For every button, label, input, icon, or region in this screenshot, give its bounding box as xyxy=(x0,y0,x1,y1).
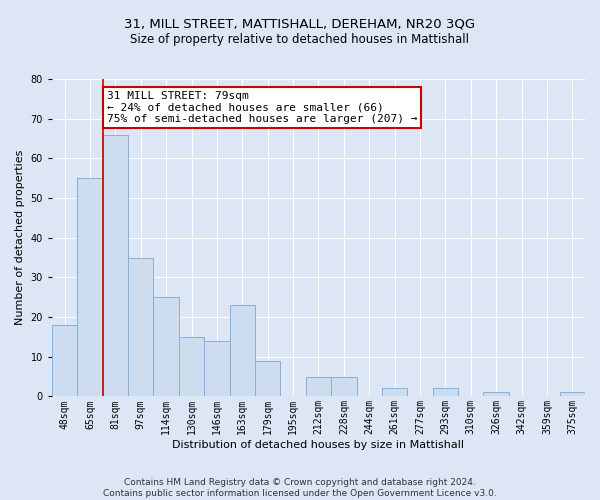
Bar xyxy=(255,360,280,396)
Bar xyxy=(77,178,103,396)
X-axis label: Distribution of detached houses by size in Mattishall: Distribution of detached houses by size … xyxy=(172,440,464,450)
Text: 31, MILL STREET, MATTISHALL, DEREHAM, NR20 3QG: 31, MILL STREET, MATTISHALL, DEREHAM, NR… xyxy=(124,18,476,30)
Bar xyxy=(204,341,230,396)
Bar xyxy=(230,305,255,396)
Bar xyxy=(52,325,77,396)
Bar xyxy=(484,392,509,396)
Bar xyxy=(331,376,356,396)
Y-axis label: Number of detached properties: Number of detached properties xyxy=(15,150,25,326)
Text: 31 MILL STREET: 79sqm
← 24% of detached houses are smaller (66)
75% of semi-deta: 31 MILL STREET: 79sqm ← 24% of detached … xyxy=(107,91,417,124)
Bar xyxy=(103,134,128,396)
Text: Contains HM Land Registry data © Crown copyright and database right 2024.
Contai: Contains HM Land Registry data © Crown c… xyxy=(103,478,497,498)
Bar xyxy=(433,388,458,396)
Bar xyxy=(154,297,179,396)
Bar xyxy=(179,337,204,396)
Text: Size of property relative to detached houses in Mattishall: Size of property relative to detached ho… xyxy=(131,32,470,46)
Bar xyxy=(560,392,585,396)
Bar xyxy=(382,388,407,396)
Bar xyxy=(128,258,154,396)
Bar xyxy=(306,376,331,396)
